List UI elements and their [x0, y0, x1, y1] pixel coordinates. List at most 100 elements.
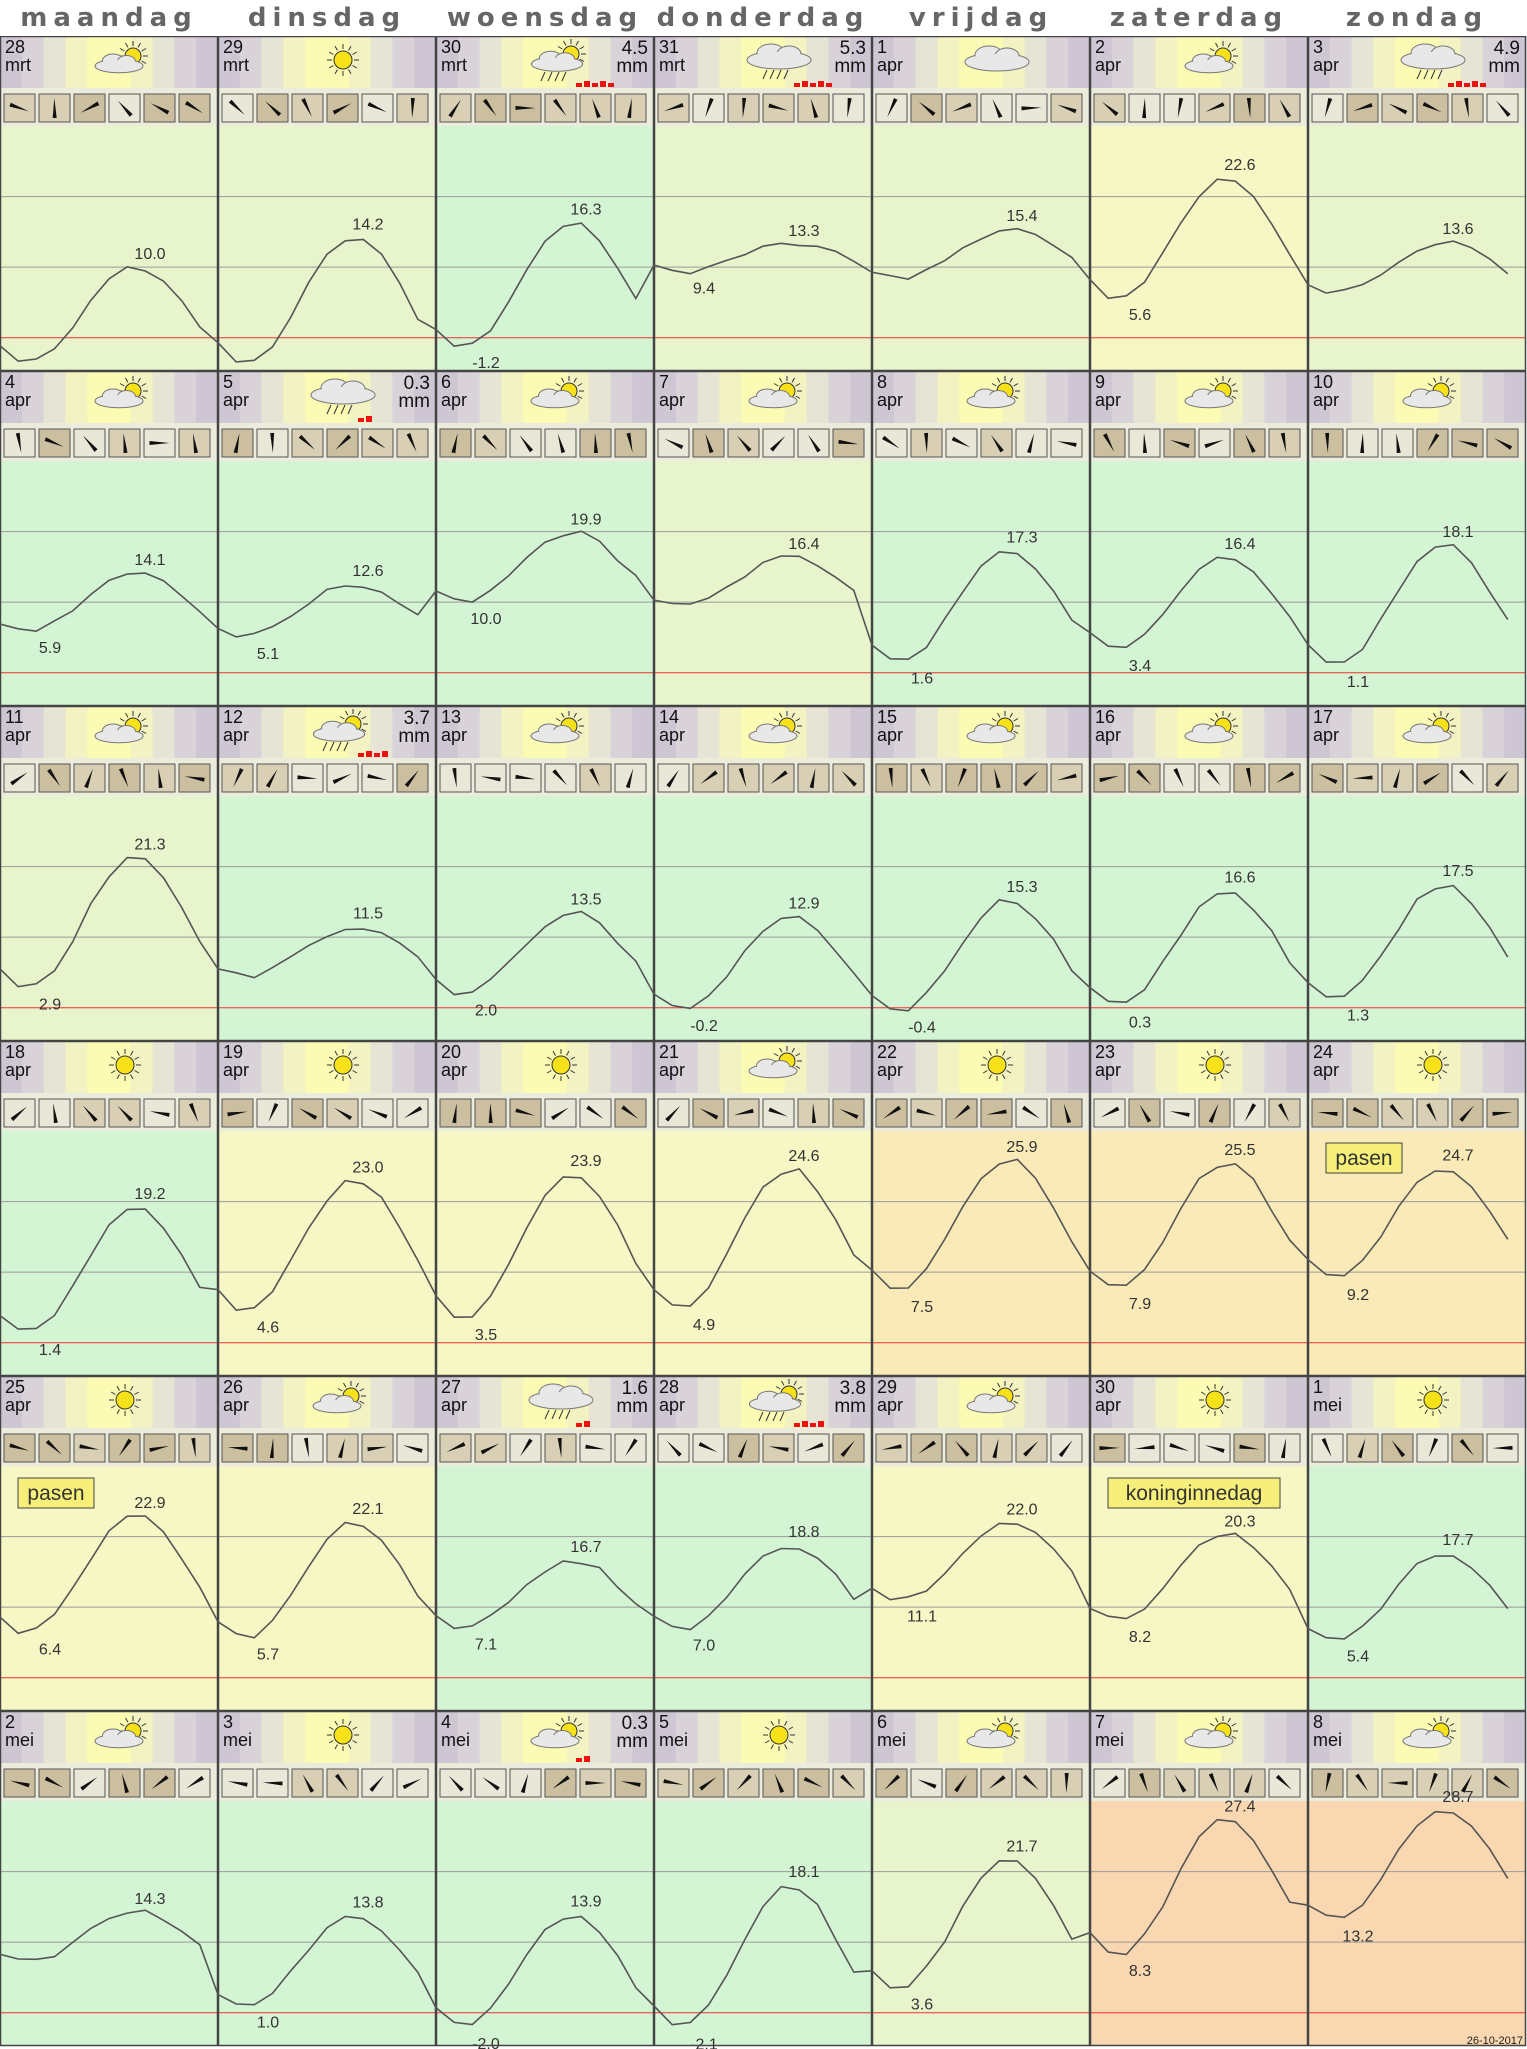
day-background [0, 1763, 218, 2046]
day-background [1090, 88, 1308, 371]
wind-arrow [692, 93, 725, 123]
day-background [218, 1763, 436, 2046]
min-temp-label: 7.5 [911, 1299, 933, 1316]
wind-arrow [73, 1768, 106, 1798]
day-header-bands [0, 371, 219, 423]
max-temp-label: 16.4 [788, 536, 819, 553]
wind-arrow [221, 93, 254, 123]
wind-arrow [727, 1768, 760, 1798]
rain-cloud-icon [748, 1390, 802, 1412]
wind-arrow [1486, 428, 1519, 458]
min-temp-label: 13.2 [1342, 1929, 1373, 1946]
min-temp-label: 9.4 [693, 280, 715, 297]
month-label: apr [1313, 390, 1339, 410]
wind-arrow [1416, 1768, 1449, 1798]
day-background [0, 758, 218, 1041]
day-border [217, 705, 437, 1042]
wind-arrow [1451, 1098, 1484, 1128]
day-border [1307, 1040, 1527, 1377]
wind-arrow [291, 428, 324, 458]
max-temp-label: 13.5 [570, 891, 601, 908]
rain-amount: 0.3 [404, 373, 430, 394]
wind-arrow [1268, 93, 1301, 123]
rain-unit: mm [616, 1396, 648, 1417]
wind-arrow [1163, 1098, 1196, 1128]
sun-icon [545, 1049, 577, 1081]
month-label: mei [1313, 1730, 1342, 1750]
month-label: apr [1095, 55, 1121, 75]
max-temp-label: 27.4 [1224, 1798, 1255, 1815]
rain-unit: mm [616, 56, 648, 77]
day-background [654, 758, 872, 1041]
month-label: apr [1313, 725, 1339, 745]
wind-arrow [38, 1433, 71, 1463]
max-temp-label: 19.9 [570, 511, 601, 528]
day-border [0, 1710, 219, 2047]
wind-arrow [832, 1098, 865, 1128]
wind-arrow [980, 763, 1013, 793]
day-border [1089, 1710, 1309, 2047]
temperature-curve [0, 1158, 1509, 1330]
day-border [871, 705, 1091, 1042]
wind-arrow [143, 428, 176, 458]
month-label: apr [1095, 1060, 1121, 1080]
day-border [1307, 1710, 1527, 2047]
rain-bars [794, 1421, 824, 1427]
wind-arrow [291, 763, 324, 793]
week-row: 4apr14.15.95apr0.3mm12.65.16apr19.910.07… [0, 370, 1527, 707]
min-temp-label: 5.7 [257, 1647, 279, 1664]
min-temp-label: 1.4 [39, 1342, 61, 1359]
wind-arrow [692, 1098, 725, 1128]
wind-arrow [1198, 1768, 1231, 1798]
wind-arrow [657, 428, 690, 458]
wind-arrow [1233, 763, 1266, 793]
wind-arrow [256, 1098, 289, 1128]
wind-arrow [692, 1768, 725, 1798]
cloud-icon [94, 388, 144, 409]
rain-cloud-icon [746, 43, 812, 70]
wind-arrow [579, 1433, 612, 1463]
max-temp-label: 22.9 [134, 1495, 165, 1512]
wind-arrow [1198, 428, 1231, 458]
wind-arrow [1198, 763, 1231, 793]
day-header-bands [654, 1041, 873, 1093]
day-background [218, 1428, 436, 1711]
wind-arrow [178, 93, 211, 123]
grid-lines [654, 866, 872, 938]
min-temp-label: 1.6 [911, 670, 933, 687]
wind-arrow [614, 763, 647, 793]
month-label: apr [877, 55, 903, 75]
sun-icon [763, 1719, 795, 1751]
min-temp-label: 1.1 [1347, 674, 1369, 691]
day-background [872, 1763, 1090, 2046]
wind-arrow [832, 93, 865, 123]
min-temp-label: 5.1 [257, 646, 279, 663]
wind-arrow [1163, 428, 1196, 458]
max-temp-label: 11.5 [353, 906, 383, 923]
min-temp-label: 1.0 [257, 2015, 279, 2032]
wind-arrow [1268, 428, 1301, 458]
wind-arrow [1015, 1098, 1048, 1128]
rain-cloud-icon [312, 720, 366, 742]
max-temp-label: 12.6 [352, 563, 383, 580]
day-border [217, 370, 437, 707]
wind-arrow [875, 428, 908, 458]
day-number: 2 [1095, 37, 1105, 57]
wind-arrow [544, 1768, 577, 1798]
month-label: apr [659, 1395, 685, 1415]
wind-arrow [108, 428, 141, 458]
wind-arrow [361, 763, 394, 793]
max-temp-label: 22.6 [1224, 157, 1255, 174]
grid-lines [1090, 1201, 1308, 1273]
day-number: 27 [441, 1377, 461, 1397]
wind-arrow [256, 93, 289, 123]
wind-arrow [762, 428, 795, 458]
wind-arrow [544, 763, 577, 793]
day-border [0, 1375, 219, 1712]
day-border [217, 1375, 437, 1712]
day-number: 11 [5, 707, 24, 727]
day-background [872, 423, 1090, 706]
